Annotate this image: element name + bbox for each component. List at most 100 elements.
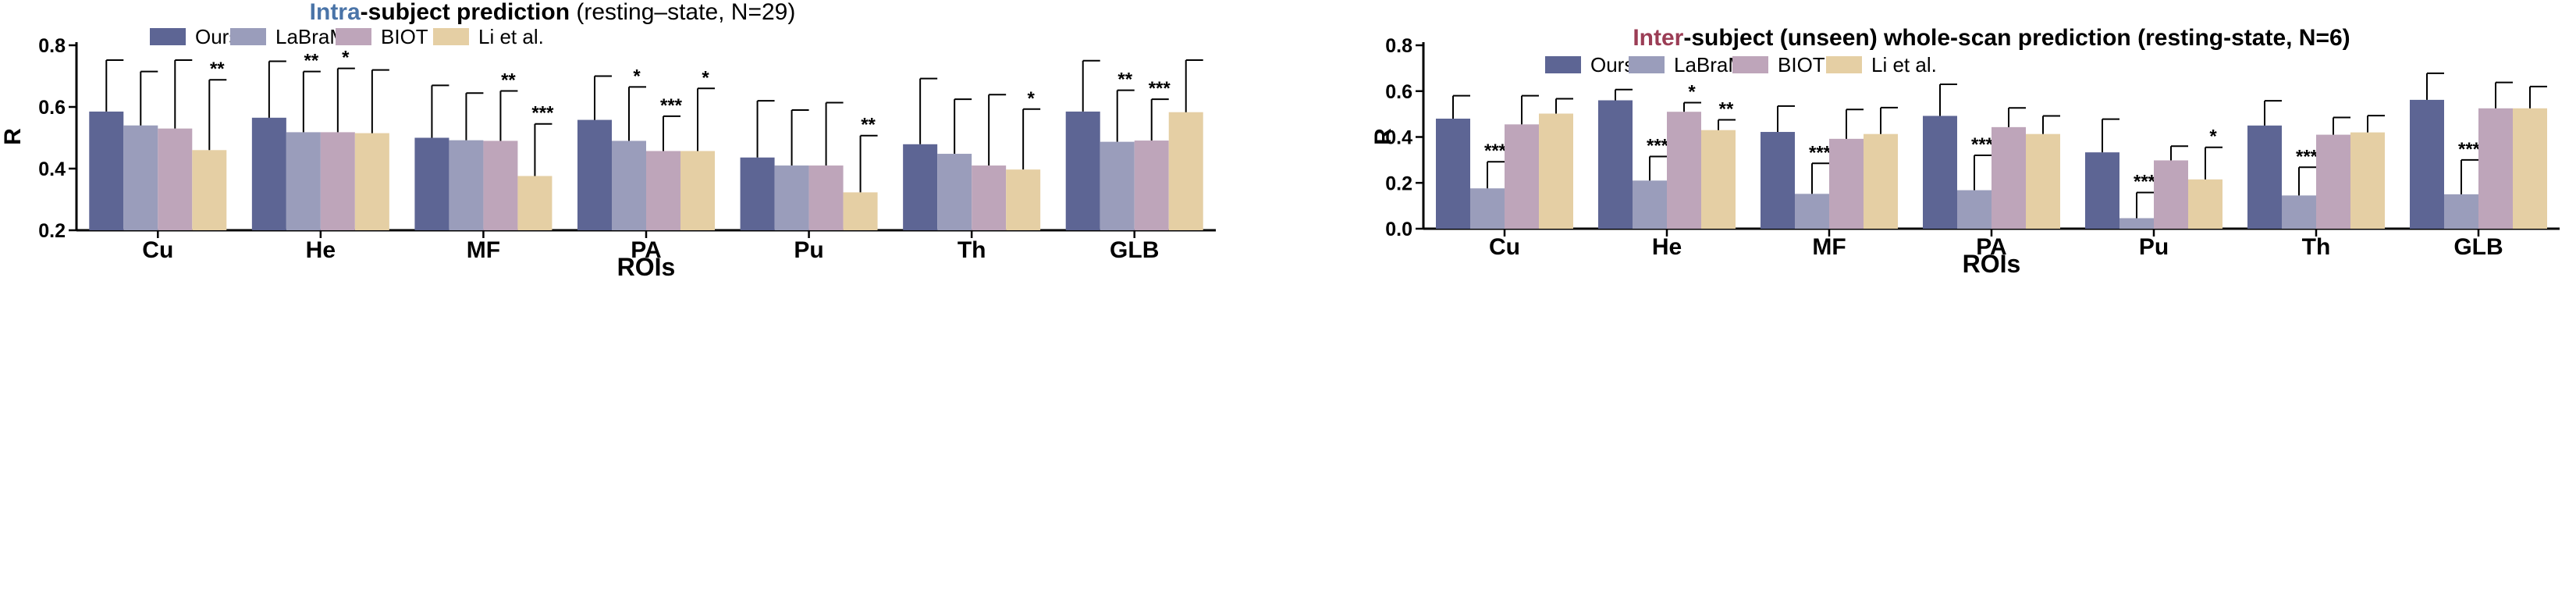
bar (2350, 132, 2385, 229)
inter-subject-chart: Inter-subject (unseen) whole-scan predic… (1370, 25, 2560, 278)
x-tick-label: Cu (142, 237, 173, 263)
legend-swatch (1732, 56, 1768, 73)
bar (1667, 112, 1701, 229)
legend-swatch (150, 28, 186, 45)
y-tick-label: 0.8 (1385, 35, 1412, 57)
x-tick-label: Th (958, 237, 986, 263)
x-axis-label: ROIs (1963, 250, 2021, 278)
bar (1795, 194, 1829, 229)
legend-swatch (230, 28, 266, 45)
bar (192, 150, 227, 230)
bar (808, 165, 844, 230)
legend-label: Li et al. (1871, 53, 1937, 76)
significance-marker: * (633, 66, 641, 87)
significance-marker: ** (501, 69, 516, 91)
legend-label: BIOT (381, 25, 428, 48)
significance-marker: * (342, 48, 350, 69)
bar (612, 140, 646, 230)
title-accent: Intra (310, 0, 361, 25)
bar (1134, 140, 1169, 230)
bar (1923, 116, 1957, 229)
y-tick-label: 0.0 (1385, 219, 1412, 240)
bar (1957, 190, 1992, 229)
significance-marker: *** (660, 95, 683, 116)
significance-marker: *** (1971, 134, 1994, 155)
significance-marker: * (2209, 126, 2217, 148)
x-axis-label: ROIs (617, 253, 676, 281)
x-tick-label: MF (1812, 234, 1846, 260)
y-axis-label: R (0, 128, 26, 145)
x-tick-label: Pu (2139, 234, 2169, 260)
significance-marker: ** (304, 51, 319, 72)
chart-title: Inter-subject (unseen) whole-scan predic… (1633, 25, 2350, 51)
x-tick-label: Pu (794, 237, 823, 263)
y-tick-label: 0.2 (38, 220, 66, 242)
bar (1539, 113, 1573, 229)
legend-swatch (433, 28, 469, 45)
bar (774, 165, 809, 230)
bar (1505, 124, 1539, 229)
bar (577, 119, 612, 230)
x-tick-label: PA (1976, 234, 2006, 260)
bar (2444, 194, 2478, 229)
y-axis-label: R (1370, 128, 1396, 145)
chart-title: Intra-subject prediction (resting–state,… (310, 0, 796, 25)
bar (89, 111, 124, 230)
title-main: -subject prediction (361, 0, 570, 25)
bar (843, 192, 878, 230)
bar (2188, 179, 2222, 229)
bar (1006, 169, 1041, 230)
significance-marker: *** (2458, 139, 2481, 160)
legend-swatch (336, 28, 371, 45)
bar (1829, 138, 1864, 229)
bar (680, 151, 715, 230)
y-tick-label: 0.2 (1385, 173, 1412, 194)
significance-marker: *** (2296, 146, 2318, 167)
significance-marker: * (702, 67, 709, 88)
significance-marker: ** (861, 115, 876, 136)
legend-label: Ours (1590, 53, 1634, 76)
bar (483, 140, 518, 230)
bar (740, 157, 775, 230)
legend-swatch (1629, 56, 1665, 73)
y-tick-label: 0.6 (38, 97, 66, 119)
significance-marker: ** (210, 59, 225, 80)
significance-marker: ** (1719, 98, 1734, 119)
x-tick-label: Th (2302, 234, 2331, 260)
bar (2119, 218, 2154, 229)
bar (1598, 100, 1633, 229)
x-tick-label: PA (631, 237, 661, 263)
bar (2085, 152, 2119, 229)
bar (2026, 133, 2060, 229)
significance-marker: * (1688, 81, 1696, 102)
bar (1065, 111, 1100, 230)
y-tick-label: 0.4 (1385, 127, 1412, 149)
title-paren: (resting–state, N=29) (570, 0, 795, 25)
bar (1470, 188, 1505, 229)
bar (2316, 134, 2350, 229)
x-tick-label: Cu (1489, 234, 1520, 260)
y-tick-label: 0.4 (38, 158, 66, 180)
significance-marker: *** (1647, 135, 1669, 156)
bar (1436, 119, 1470, 229)
bar (937, 154, 972, 230)
title-accent: Inter (1633, 25, 1683, 51)
legend-label: BIOT (1778, 53, 1825, 76)
bar (2247, 125, 2282, 229)
bar (123, 125, 158, 230)
significance-marker: ** (1117, 69, 1132, 91)
x-tick-label: GLB (1110, 237, 1159, 263)
bar (286, 132, 321, 230)
bar (354, 133, 389, 230)
x-tick-label: MF (467, 237, 500, 263)
bar (158, 128, 193, 230)
bar (1992, 126, 2026, 229)
bar (1633, 180, 1667, 229)
bar (517, 176, 553, 230)
bar (1761, 132, 1795, 229)
legend-label: Li et al. (478, 25, 544, 48)
bar (972, 165, 1007, 230)
significance-marker: * (1027, 88, 1035, 109)
x-tick-label: GLB (2453, 234, 2503, 260)
bar (251, 117, 286, 230)
